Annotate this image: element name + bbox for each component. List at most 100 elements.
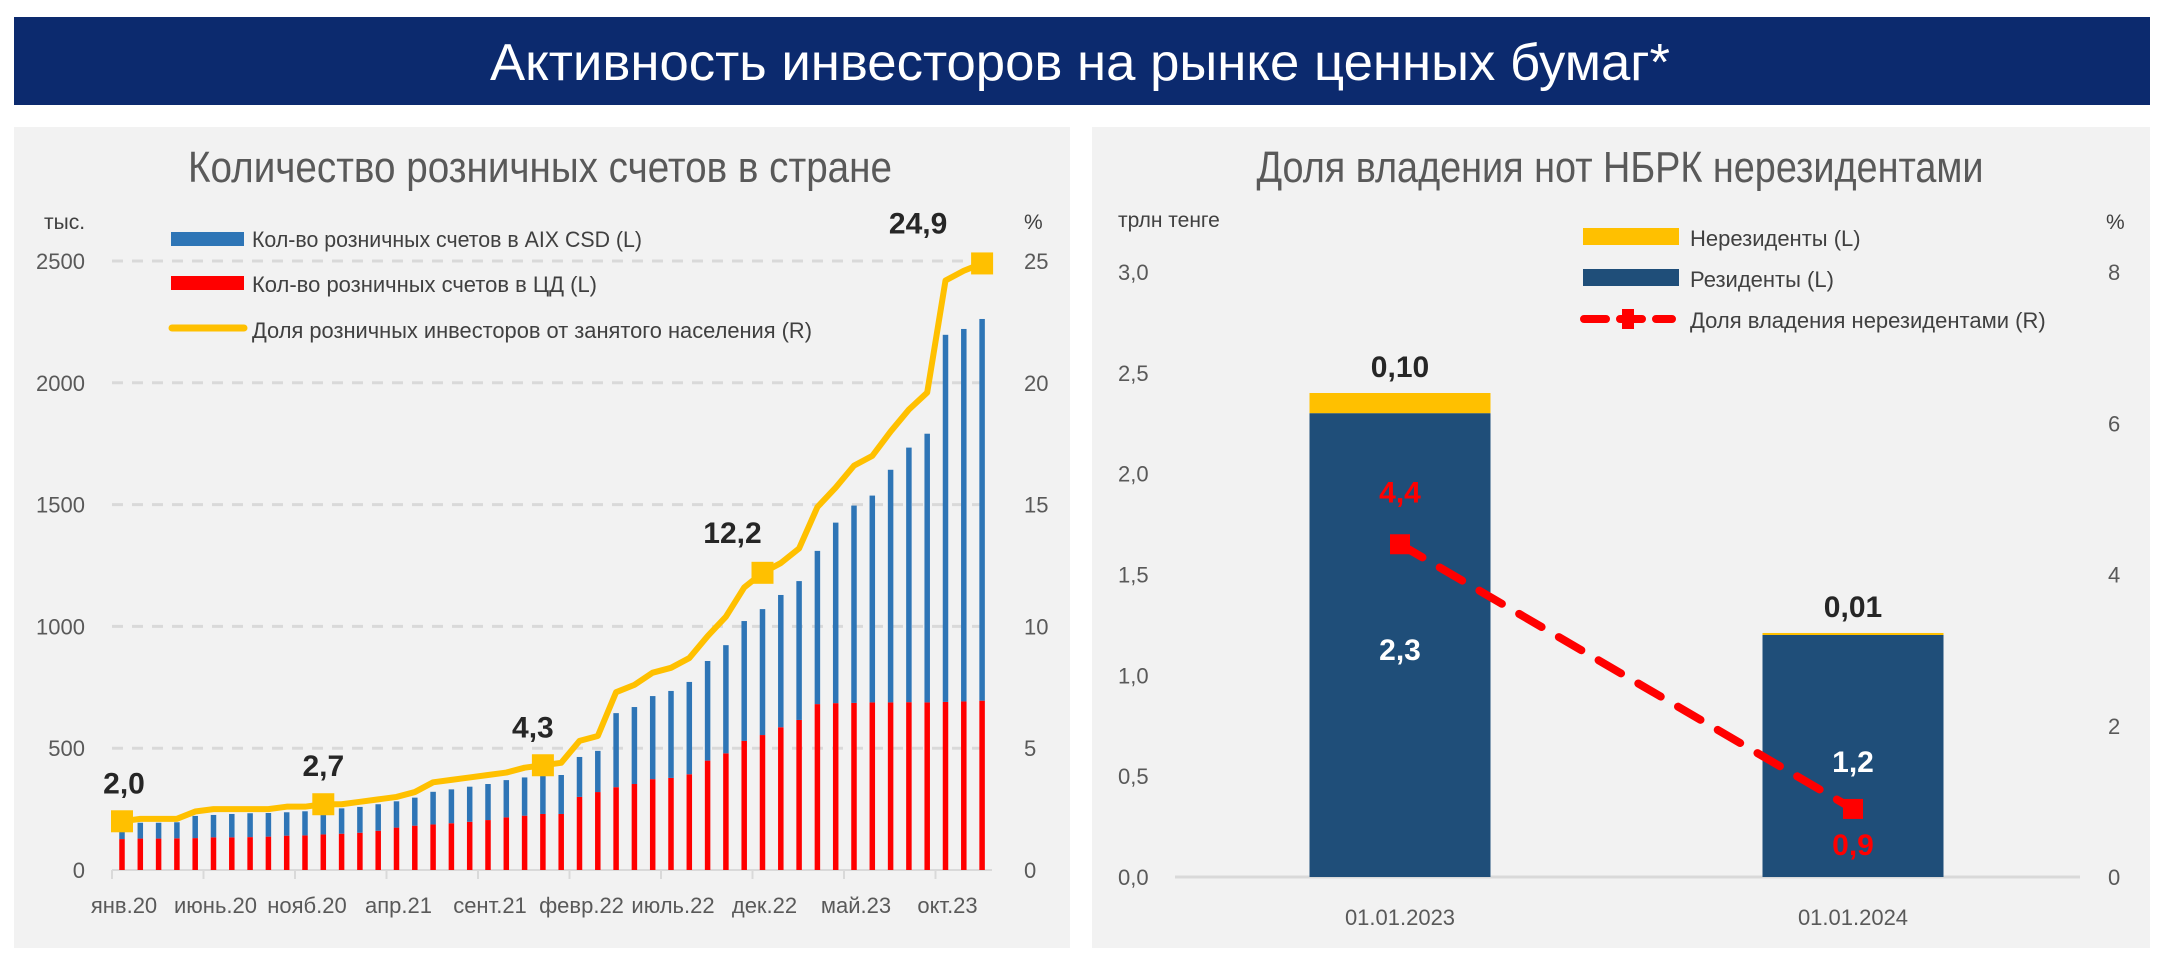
- bar-aix: [393, 801, 400, 828]
- bar-cd: [778, 727, 784, 870]
- data-label-nonres-share: 0,9: [1832, 829, 1874, 862]
- bar-aix: [521, 777, 528, 816]
- bar-cd: [961, 701, 967, 870]
- right-chart-left-unit: трлн тенге: [1118, 209, 1220, 232]
- bar-aix: [155, 822, 162, 839]
- bar-cd: [338, 833, 345, 870]
- bar-aix: [229, 813, 235, 838]
- nbrk-notes-chart: Доля владения нот НБРК нерезидентами трл…: [1092, 127, 2150, 948]
- bar-aix: [320, 810, 327, 835]
- bar-aix: [869, 495, 876, 703]
- bar-cd: [704, 760, 711, 870]
- bar-aix: [174, 822, 180, 839]
- legend-swatch-residents: [1583, 269, 1679, 286]
- y-tick-label-left: 1,0: [1118, 663, 1149, 688]
- bar-aix: [704, 660, 711, 761]
- bar-aix: [778, 594, 784, 728]
- bar-cd: [741, 740, 747, 870]
- y-tick-label-right: 25: [1024, 249, 1048, 274]
- bar-cd: [631, 784, 638, 870]
- bar-cd: [412, 825, 418, 870]
- data-label: 2,0: [103, 767, 145, 800]
- y-tick-label-right: 0: [2108, 865, 2120, 890]
- bar-cd: [210, 837, 217, 870]
- bar-cd: [503, 817, 510, 870]
- data-label: 4,3: [512, 711, 554, 744]
- bar-aix: [558, 774, 564, 814]
- bar-cd: [796, 719, 802, 870]
- bar-cd: [466, 821, 473, 870]
- right-legend: Нерезиденты (L) Резиденты (L) Доля владе…: [1580, 226, 2046, 333]
- bar-cd: [723, 753, 729, 870]
- x-tick-label: окт.23: [917, 893, 977, 918]
- bar-cd: [119, 839, 125, 870]
- data-label-nonresidents: 0,10: [1371, 351, 1429, 384]
- x-tick-label: дек.22: [732, 893, 797, 918]
- bar-cd: [814, 704, 821, 870]
- x-tick-label: апр.21: [365, 893, 432, 918]
- y-tick-label-right: 15: [1024, 493, 1048, 518]
- bar-aix: [576, 756, 583, 797]
- bar-cd: [485, 820, 491, 870]
- x-tick-label: июнь.20: [174, 893, 257, 918]
- page-title: Активность инвесторов на рынке ценных бу…: [490, 34, 1670, 92]
- bar-cd: [448, 823, 455, 870]
- bar-aix: [814, 550, 821, 705]
- bar-aix: [887, 469, 894, 703]
- bar-aix: [210, 814, 217, 838]
- right-panel-bg: [1092, 127, 2150, 948]
- bar-cd: [375, 830, 381, 870]
- y-tick-label-right: 0: [1024, 858, 1036, 883]
- bar-cd: [686, 774, 693, 870]
- bar-cd: [192, 838, 198, 870]
- bar-aix: [686, 681, 693, 775]
- y-tick-label-left: 2,0: [1118, 462, 1149, 487]
- y-tick-label-left: 1500: [36, 493, 85, 518]
- bar-aix: [357, 806, 363, 833]
- x-tick-label: янв.20: [91, 893, 157, 918]
- legend-label-aix: Кол-во розничных счетов в AIX CSD (L): [252, 227, 642, 252]
- bar-cd: [595, 792, 601, 870]
- y-tick-label-right: 20: [1024, 371, 1048, 396]
- bar-aix: [961, 328, 967, 702]
- bar-cd: [357, 832, 363, 870]
- bar-nonresidents: [1309, 393, 1491, 414]
- bar-aix: [906, 447, 912, 703]
- y-tick-label-right: 4: [2108, 563, 2120, 588]
- legend-label-nonres-share: Доля владения нерезидентами (R): [1690, 308, 2046, 333]
- bar-aix: [302, 811, 308, 836]
- bar-aix: [796, 581, 802, 720]
- left-legend: Кол-во розничных счетов в AIX CSD (L) Ко…: [168, 227, 812, 343]
- bar-aix: [979, 318, 985, 701]
- share-marker: [971, 252, 994, 275]
- x-tick-label: 01.01.2023: [1345, 905, 1455, 930]
- legend-label-share: Доля розничных инвесторов от занятого на…: [252, 318, 812, 343]
- bar-cd: [668, 777, 674, 870]
- bar-cd: [924, 702, 930, 870]
- bar-cd: [283, 835, 290, 870]
- bar-aix: [631, 707, 638, 785]
- bar-cd: [558, 813, 564, 870]
- x-tick-label: февр.22: [539, 893, 624, 918]
- bar-cd: [942, 701, 949, 870]
- bar-aix: [723, 645, 729, 754]
- legend-label-residents: Резиденты (L): [1690, 267, 1834, 292]
- y-tick-label-left: 1,5: [1118, 563, 1149, 588]
- y-tick-label-left: 2000: [36, 371, 85, 396]
- y-tick-label-left: 500: [48, 736, 85, 761]
- nonres-share-marker: [1390, 534, 1410, 555]
- data-label-residents: 2,3: [1379, 634, 1421, 667]
- right-chart-title: Доля владения нот НБРК нерезидентами: [1257, 143, 1984, 192]
- bar-aix: [430, 791, 436, 825]
- bar-cd: [302, 835, 308, 870]
- data-label-nonresidents: 0,01: [1824, 591, 1882, 624]
- bar-aix: [283, 812, 290, 836]
- y-tick-label-left: 3,0: [1118, 260, 1149, 285]
- share-marker: [531, 754, 554, 777]
- bar-aix: [485, 784, 491, 821]
- bar-aix: [247, 813, 253, 838]
- bar-aix: [338, 808, 345, 834]
- y-tick-label-right: 5: [1024, 736, 1036, 761]
- x-tick-label: сент.21: [453, 893, 527, 918]
- y-tick-label-left: 1000: [36, 614, 85, 639]
